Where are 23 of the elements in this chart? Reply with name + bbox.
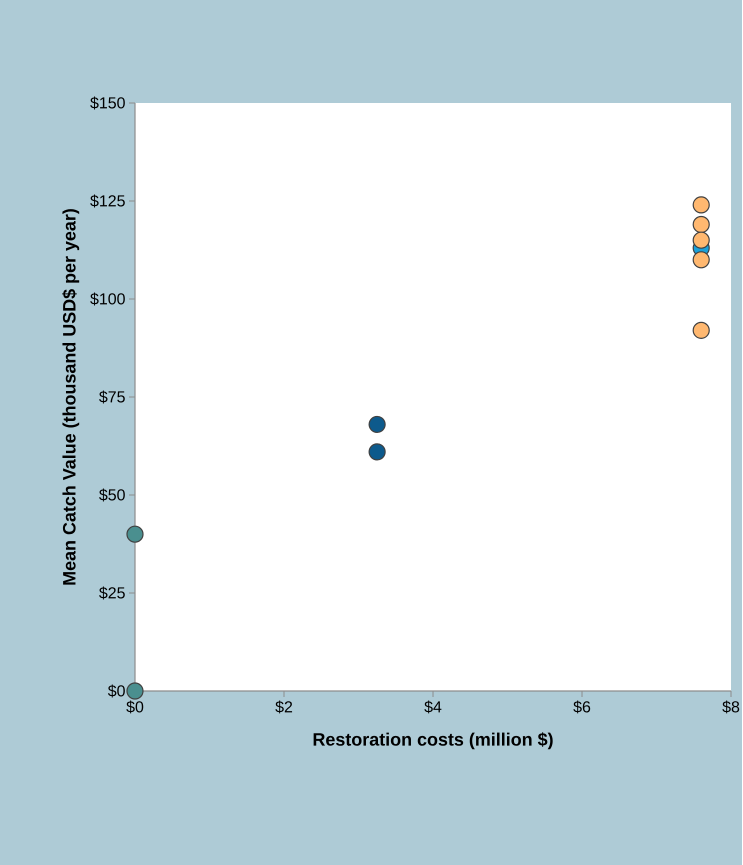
x-tick-label: $2: [275, 700, 292, 714]
y-axis-title: Mean Catch Value (thousand USD$ per year): [62, 209, 80, 585]
y-tick-label: $0: [108, 684, 125, 698]
point: [692, 232, 710, 249]
y-tick-label: $125: [90, 194, 125, 208]
point: [692, 251, 710, 268]
x-axis-title: Restoration costs (million $): [314, 732, 553, 750]
point: [368, 443, 386, 460]
x-tick-label: $6: [573, 700, 590, 714]
y-tick-label: $100: [90, 292, 125, 306]
point: [368, 416, 386, 434]
point: [692, 322, 710, 339]
y-tick-label: $50: [98, 488, 125, 502]
x-tick-label: $8: [722, 700, 740, 714]
point: [692, 216, 710, 234]
x-tick-label: $4: [424, 700, 442, 714]
point: [692, 196, 710, 214]
y-tick-label: $25: [98, 586, 125, 600]
y-tick-label: $150: [90, 96, 125, 110]
y-tick-label: $75: [98, 390, 125, 404]
point: [126, 682, 144, 700]
point: [126, 526, 144, 543]
x-tick-label: $0: [126, 700, 144, 714]
